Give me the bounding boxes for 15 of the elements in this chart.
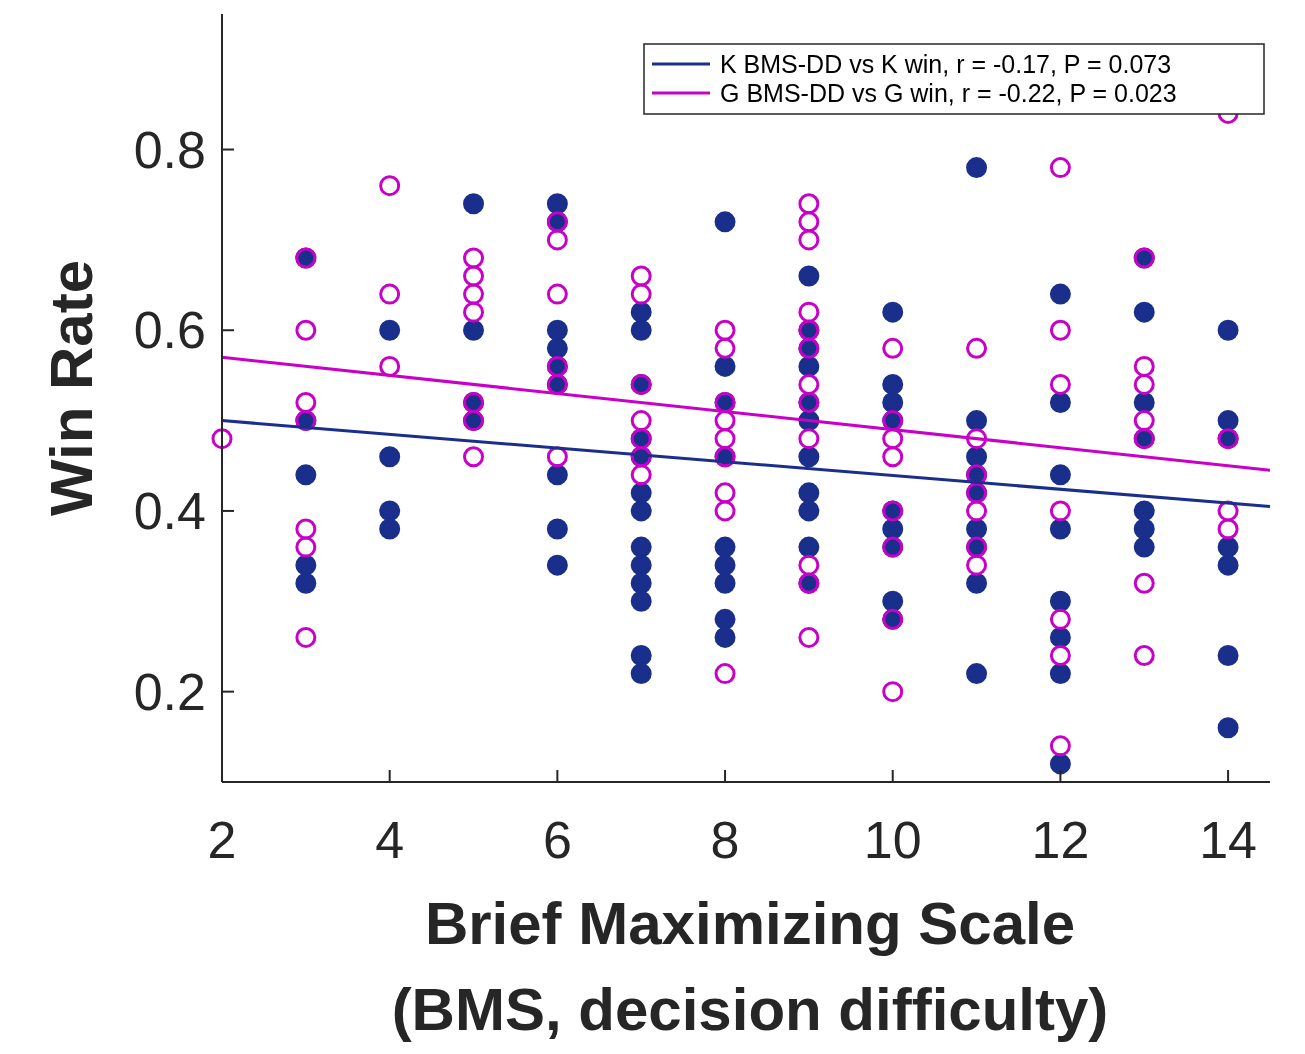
y-axis-title: Win Rate (38, 259, 105, 517)
x-axis-title: Brief Maximizing Scale (BMS, decision difficulty) (391, 890, 1109, 1043)
x-tick-label: 14 (1199, 811, 1257, 869)
x-tick-label: 2 (207, 811, 237, 869)
y-tick-label: 0.8 (133, 120, 206, 179)
x-tick-label: 10 (863, 811, 922, 869)
x-tick-label: 4 (375, 811, 405, 869)
y-tick-label: 0.4 (133, 481, 206, 540)
y-tick-label: 0.2 (133, 662, 206, 721)
x-tick-label: 12 (1031, 811, 1090, 869)
x-tick-label: 6 (542, 811, 572, 869)
legend-label: G BMS-DD vs G win, r = -0.22, P = 0.023 (720, 79, 1177, 107)
legend-label: K BMS-DD vs K win, r = -0.17, P = 0.073 (720, 50, 1172, 78)
y-tick-label: 0.6 (133, 301, 206, 360)
x-tick-label: 8 (710, 811, 740, 869)
